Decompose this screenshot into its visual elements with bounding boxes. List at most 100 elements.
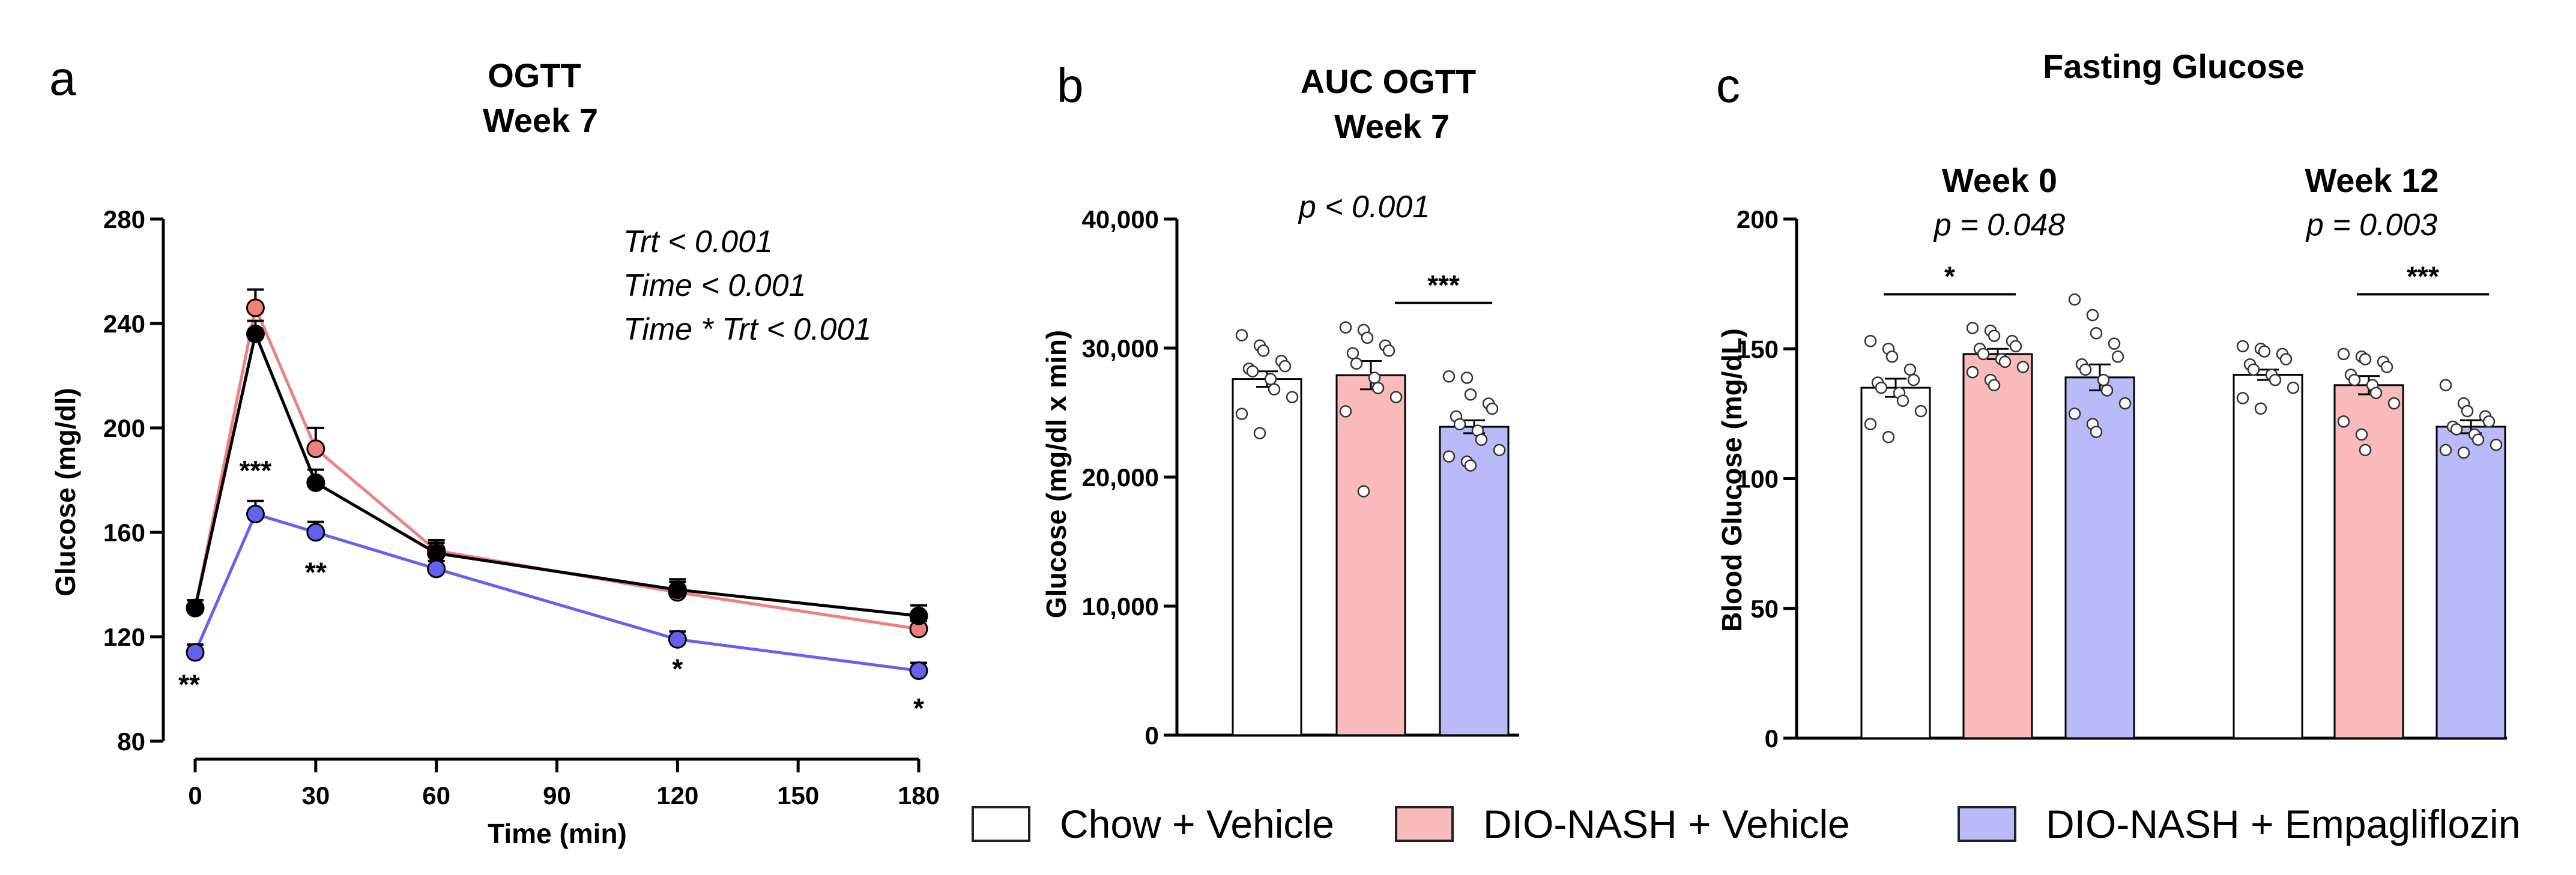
- panel-c-data-point: [2380, 361, 2393, 373]
- panel-c-bar-dio: [1962, 353, 2033, 739]
- legend-label: Chow + Vehicle: [1060, 802, 1334, 846]
- panel-b-y-tick-label: 40,000: [1082, 205, 1159, 233]
- panel-b-data-point: [1246, 365, 1259, 377]
- panel-b-data-point: [1346, 347, 1359, 359]
- panel-c-title: Fasting Glucose: [2043, 47, 2305, 85]
- panel-b-y-axis-label: Glucose (mg/dl x min): [1041, 330, 1072, 619]
- panel-c-data-point: [2287, 381, 2300, 394]
- panel-b-data-point: [1486, 402, 1499, 415]
- panel-c-data-point: [2490, 439, 2503, 451]
- panel-a-point-chow: [427, 544, 446, 563]
- panel-c-data-point: [2369, 386, 2383, 400]
- panel-c-data-point: [2359, 444, 2372, 457]
- panel-b-data-point: [1475, 433, 1488, 446]
- panel-c-data-point: [2236, 340, 2249, 353]
- panel-c-data-point: [2337, 415, 2350, 428]
- panel-c-y-tick-label: 150: [1737, 335, 1779, 363]
- panel-b-data-point: [1235, 407, 1248, 420]
- panel-b-data-point: [1268, 383, 1281, 396]
- panel-a-x-tick-label: 60: [422, 781, 450, 810]
- panel-a-y-axis-label: Glucose (mg/dl): [50, 388, 81, 597]
- panel-c-data-point: [1896, 394, 1909, 407]
- panel-c-data-point: [2482, 415, 2496, 428]
- panel-c-data-point: [1914, 404, 1927, 418]
- panel-c-data-point: [2097, 373, 2110, 386]
- panel-c-group-label: Week 12: [2305, 161, 2438, 199]
- panel-b-y-tick-label: 10,000: [1082, 592, 1159, 621]
- panel-b-title-line-2: Week 7: [1334, 107, 1450, 145]
- panel-b-data-point: [1368, 371, 1381, 384]
- panel-c-data-point: [1875, 381, 1888, 394]
- panel-b-data-point: [1442, 450, 1456, 463]
- panel-c-data-point: [2457, 447, 2470, 459]
- panel-a-x-tick-label: 120: [656, 781, 698, 810]
- panel-b-data-point: [1253, 427, 1266, 440]
- legend: Chow + Vehicle DIO-NASH + Vehicle DIO-NASH…: [972, 802, 2520, 846]
- panel-b-data-point: [1493, 444, 1506, 457]
- legend-swatch: [972, 806, 1030, 842]
- panel-a-point-empa: [186, 643, 205, 662]
- panel-b-data-point: [1460, 371, 1474, 384]
- panel-c-data-point: [2236, 392, 2249, 404]
- panel-c-y-axis-label: Blood Glucose (mg/dL): [1716, 328, 1747, 632]
- panel-letter-a: a: [49, 52, 76, 105]
- panel-c-data-point: [2439, 379, 2452, 392]
- panel-b-bar-empa: [1439, 425, 1510, 736]
- panel-c-data-point: [2118, 397, 2132, 410]
- panel-c-data-point: [2111, 350, 2124, 363]
- panel-c-data-point: [1907, 373, 1920, 386]
- panel-b-auc-bar-chart: AUC OGTT Week 7 p < 0.001 0 10,000 20,000 30,0…: [1041, 62, 1519, 750]
- panel-a-point-empa: [246, 505, 265, 524]
- panel-c-group-p-value: p = 0.003: [2305, 208, 2437, 242]
- panel-a-x-axis-label: Time (min): [488, 818, 627, 849]
- panel-b-data-point: [1339, 405, 1352, 418]
- panel-b-data-point: [1264, 373, 1277, 385]
- panel-a-significance-label: *: [672, 654, 683, 685]
- panel-c-data-point: [2269, 373, 2282, 386]
- panel-a-point-empa: [668, 630, 687, 649]
- panel-c-data-point: [2439, 444, 2452, 457]
- panel-c-bar-chow: [2233, 374, 2303, 739]
- legend-swatch: [1395, 806, 1454, 842]
- panel-a-point-empa: [306, 523, 325, 542]
- panel-b-data-point: [1339, 321, 1352, 334]
- panel-a-point-chow: [246, 324, 265, 343]
- panel-c-bar-empa: [2064, 376, 2135, 739]
- legend-label: DIO-NASH + Empagliflozin: [2046, 802, 2520, 846]
- panel-a-point-dio: [306, 439, 325, 459]
- legend-swatch: [1958, 806, 2016, 842]
- panel-c-data-point: [1966, 365, 1979, 379]
- panel-c-data-point: [2100, 384, 2114, 397]
- panel-c-data-point: [1864, 418, 1877, 430]
- panel-c-y-tick-label: 50: [1750, 595, 1779, 623]
- panel-a-y-tick-label: 160: [103, 519, 145, 547]
- panel-b-bar-chow: [1232, 378, 1302, 736]
- panel-a-series-line-dio: [193, 302, 919, 631]
- panel-b-data-point: [1286, 391, 1299, 403]
- panel-c-data-point: [2258, 345, 2271, 358]
- panel-a-ogtt-line-chart: OGTT Week 7 80 120 160 200 240 280 0 30 60 90 120 150…: [50, 56, 940, 849]
- panel-a-title-line-2: Week 7: [483, 101, 598, 139]
- panel-c-data-point: [1988, 329, 2001, 342]
- panel-c-data-point: [1966, 322, 1979, 334]
- panel-b-data-point: [1235, 329, 1248, 341]
- panel-c-data-point: [2450, 423, 2463, 436]
- panel-a-stat-line: Time * Trt < 0.001: [623, 312, 871, 347]
- panel-b-y-tick-label: 30,000: [1082, 334, 1159, 362]
- panel-c-group-label: Week 0: [1942, 161, 2057, 199]
- panel-c-data-point: [1998, 355, 2012, 368]
- panel-b-data-point: [1464, 459, 1477, 472]
- panel-a-stat-line: Time < 0.001: [623, 268, 806, 303]
- panel-c-significance-label: *: [1944, 260, 1955, 292]
- panel-c-data-point: [2079, 363, 2092, 376]
- panel-b-p-value: p < 0.001: [1298, 190, 1430, 224]
- panel-a-stat-line: Trt < 0.001: [623, 224, 773, 259]
- panel-c-data-point: [2068, 407, 2081, 420]
- panel-a-point-empa: [427, 559, 446, 579]
- panel-c-data-point: [2472, 433, 2485, 446]
- panel-a-x-tick-label: 30: [301, 781, 330, 810]
- panel-c-data-point: [2387, 397, 2401, 410]
- panel-b-data-point: [1371, 382, 1385, 394]
- panel-a-x-tick-label: 90: [543, 781, 571, 810]
- panel-c-data-point: [2090, 327, 2103, 340]
